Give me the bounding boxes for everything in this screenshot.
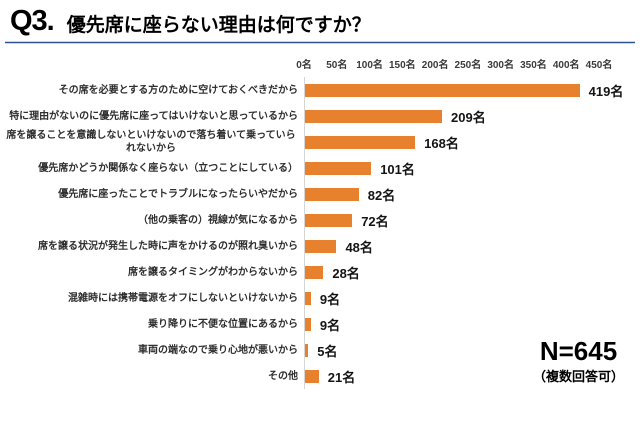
bar-area: 9名 bbox=[304, 311, 640, 337]
value-label: 9名 bbox=[319, 317, 341, 333]
value-label: 82名 bbox=[367, 187, 396, 203]
category-label: 優先席かどうか関係なく座らない（立つことにしている） bbox=[0, 162, 304, 175]
bar bbox=[305, 317, 311, 331]
chart-row: 特に理由がないのに優先席に座ってはいけないと思っているから 209名 bbox=[0, 103, 640, 129]
category-label-text: （他の乗客の）視線が気になるから bbox=[138, 214, 298, 226]
x-axis-tick: 250名 bbox=[454, 60, 482, 71]
x-axis-tick: 200名 bbox=[421, 60, 449, 71]
category-label: その席を必要とする方のために空けておくべきだから bbox=[0, 84, 304, 97]
category-label-text: 席を譲ることを意識しないといけないので落ち着いて乗っていられないから bbox=[6, 130, 296, 154]
x-axis-tick: 350名 bbox=[520, 60, 547, 71]
value-label: 21名 bbox=[327, 369, 356, 385]
category-label-text: 優先席かどうか関係なく座らない（立つことにしている） bbox=[38, 162, 298, 174]
x-axis-tick: 150名 bbox=[388, 60, 416, 71]
bar bbox=[305, 343, 309, 357]
bar bbox=[305, 135, 416, 149]
category-label-text: 特に理由がないのに優先席に座ってはいけないと思っているから bbox=[9, 110, 298, 122]
value-label: 9名 bbox=[319, 291, 341, 307]
bar-chart: 0名 50名 100名 150名 200名 250名 300名 350名 400名 450名 その… bbox=[0, 44, 640, 389]
category-label: 乗り降りに不便な位置にあるから bbox=[0, 318, 304, 331]
category-label-text: 乗り降りに不便な位置にあるから bbox=[148, 318, 298, 330]
category-label-text: その他 bbox=[268, 370, 298, 382]
value-label: 101名 bbox=[380, 161, 415, 177]
bar bbox=[305, 83, 580, 97]
chart-row: 混雑時には携帯電源をオフにしないといけないから 9名 bbox=[0, 285, 640, 311]
chart-rows: その席を必要とする方のために空けておくべきだから 419名特に理由がないのに優先席… bbox=[0, 77, 640, 389]
value-label: 72名 bbox=[361, 213, 389, 229]
x-axis-tick: 300名 bbox=[487, 60, 514, 71]
category-label-text: 優先席に座ったことでトラブルになったらいやだから bbox=[58, 188, 298, 200]
chart-row: 席を譲る状況が発生した時に声をかけるのが照れ臭いから 48名 bbox=[0, 233, 640, 259]
value-label: 48名 bbox=[345, 239, 373, 255]
sample-size-value: N=645 bbox=[539, 336, 618, 366]
bar-area: 101名 bbox=[304, 155, 640, 181]
bar-area: 168名 bbox=[304, 129, 640, 155]
chart-row: その他 21名 bbox=[0, 363, 640, 389]
bar bbox=[305, 213, 353, 227]
chart-row: 優先席かどうか関係なく座らない（立つことにしている） 101名 bbox=[0, 155, 640, 181]
category-label: 車両の端なので乗り心地が悪いから bbox=[0, 344, 304, 357]
sample-size-box: N=645 （複数回答可） bbox=[533, 337, 624, 385]
page-header: Q3. 優先席に座らない理由は何ですか？ bbox=[0, 0, 640, 38]
bar bbox=[305, 369, 319, 383]
category-label: 席を譲るタイミングがわからないから bbox=[0, 266, 304, 279]
category-label: 特に理由がないのに優先席に座ってはいけないと思っているから bbox=[0, 110, 304, 123]
category-label: 優先席に座ったことでトラブルになったらいやだから bbox=[0, 188, 304, 201]
bar bbox=[305, 239, 337, 253]
bar bbox=[305, 187, 359, 201]
bar bbox=[305, 161, 372, 175]
category-label-text: 席を譲るタイミングがわからないから bbox=[128, 266, 298, 278]
category-label-text: 席を譲る状況が発生した時に声をかけるのが照れ臭いから bbox=[38, 240, 298, 252]
bar-area: 9名 bbox=[304, 285, 640, 311]
chart-row: その席を必要とする方のために空けておくべきだから 419名 bbox=[0, 77, 640, 103]
x-axis-tick: 0名 bbox=[296, 60, 312, 71]
page-title: 優先席に座らない理由は何ですか？ bbox=[66, 14, 371, 36]
title-underline bbox=[5, 41, 635, 44]
bar-area: 82名 bbox=[304, 181, 640, 207]
chart-row: 車両の端なので乗り心地が悪いから 5名 bbox=[0, 337, 640, 363]
category-label: 混雑時には携帯電源をオフにしないといけないから bbox=[0, 292, 304, 305]
value-label: 28名 bbox=[332, 265, 360, 281]
bar-area: 5名 bbox=[304, 337, 640, 363]
bar bbox=[305, 291, 311, 305]
category-label: 席を譲る状況が発生した時に声をかけるのが照れ臭いから bbox=[0, 240, 304, 253]
bar-area: 28名 bbox=[304, 259, 640, 285]
bar-area: 48名 bbox=[304, 233, 640, 259]
category-label-text: その席を必要とする方のために空けておくべきだから bbox=[58, 84, 298, 96]
category-label-text: 混雑時には携帯電源をオフにしないといけないから bbox=[68, 292, 298, 304]
chart-row: 席を譲るタイミングがわからないから 28名 bbox=[0, 259, 640, 285]
x-axis-tick: 100名 bbox=[356, 60, 383, 71]
chart-row: 席を譲ることを意識しないといけないので落ち着いて乗っていられないから 168名 bbox=[0, 129, 640, 155]
value-label: 419名 bbox=[588, 83, 624, 99]
category-label: 席を譲ることを意識しないといけないので落ち着いて乗っていられないから bbox=[0, 129, 304, 155]
chart-row: （他の乗客の）視線が気になるから 72名 bbox=[0, 207, 640, 233]
x-axis-tick: 50名 bbox=[326, 60, 348, 71]
multiple-answers-note: （複数回答可） bbox=[532, 369, 624, 384]
x-axis-ticks: 0名 50名 100名 150名 200名 250名 300名 350名 400名 450名 bbox=[296, 56, 612, 71]
chart-row: 優先席に座ったことでトラブルになったらいやだから 82名 bbox=[0, 181, 640, 207]
value-label: 209名 bbox=[451, 109, 486, 125]
x-axis-tick: 400名 bbox=[552, 60, 580, 71]
bar-area: 209名 bbox=[304, 103, 640, 129]
bar bbox=[305, 265, 324, 279]
category-label: その他 bbox=[0, 370, 304, 383]
chart-row: 乗り降りに不便な位置にあるから 9名 bbox=[0, 311, 640, 337]
category-label-text: 車両の端なので乗り心地が悪いから bbox=[138, 344, 298, 356]
bar bbox=[305, 109, 442, 123]
value-label: 168名 bbox=[424, 135, 459, 151]
bar-area: 21名 bbox=[304, 363, 640, 389]
question-number: Q3. bbox=[10, 5, 55, 37]
x-axis-tick: 450名 bbox=[585, 60, 613, 71]
value-label: 5名 bbox=[317, 343, 338, 359]
bar-area: 72名 bbox=[304, 207, 640, 233]
category-label: （他の乗客の）視線が気になるから bbox=[0, 214, 304, 227]
bar-area: 419名 bbox=[304, 77, 640, 103]
